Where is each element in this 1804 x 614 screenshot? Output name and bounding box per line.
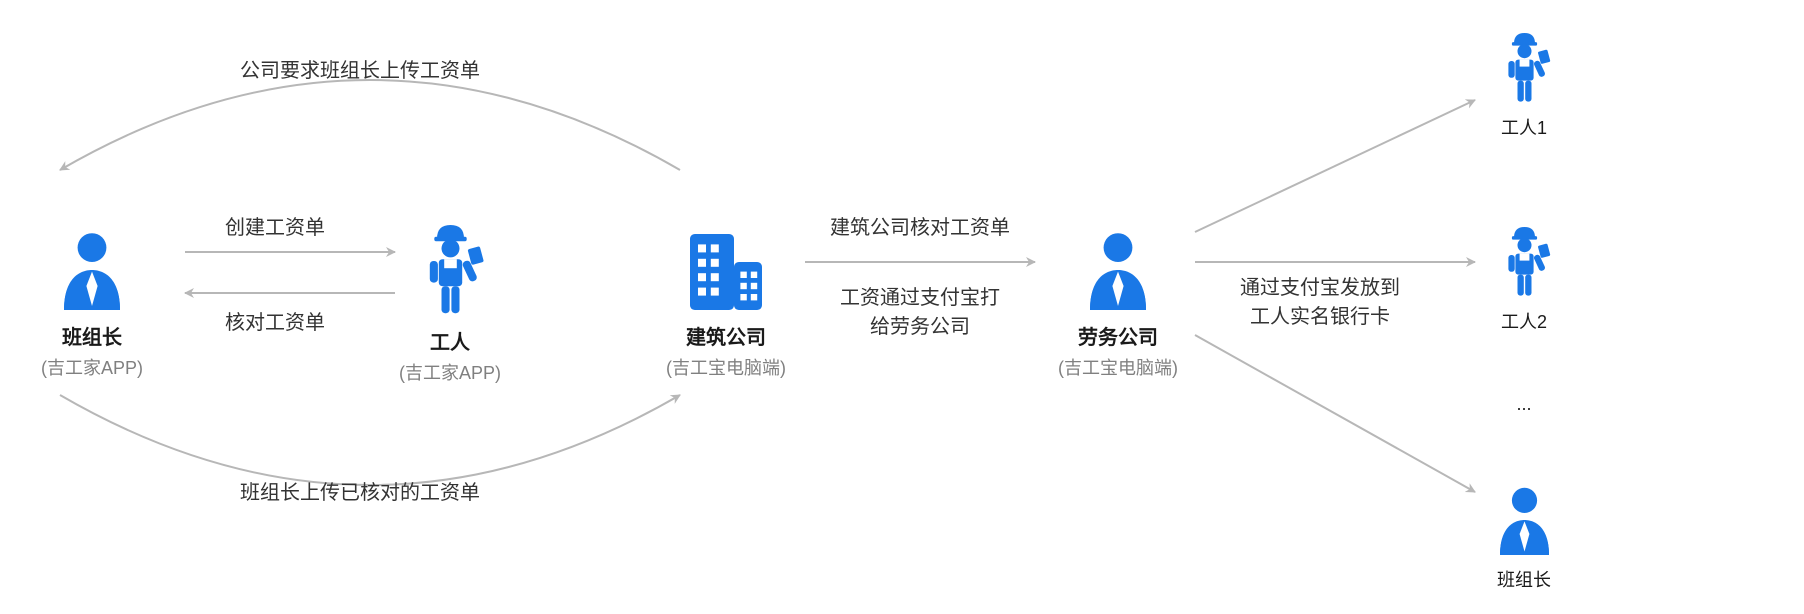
- node-dots: ...: [1424, 388, 1624, 415]
- edge-label-payout: 通过支付宝发放到 工人实名银行卡: [1170, 271, 1470, 329]
- edge-label-create: 创建工资单: [125, 211, 425, 240]
- manager-icon: [0, 230, 192, 315]
- node-sub: (吉工家APP): [0, 354, 192, 380]
- manager-icon: [1424, 485, 1624, 560]
- node-foreman2: 班组长: [1424, 485, 1624, 592]
- diagram-stage: 班组长(吉工家APP) 工人(吉工家APP) 建筑公司(吉工宝电脑端) 劳务公司…: [0, 0, 1804, 614]
- node-title: ...: [1424, 394, 1624, 415]
- node-foreman: 班组长(吉工家APP): [0, 230, 192, 380]
- arrow-curve_bottom: [60, 395, 680, 485]
- worker-icon: [1424, 33, 1624, 108]
- edge-label-to_labor_1: 建筑公司核对工资单: [770, 211, 1070, 240]
- node-sub: (吉工宝电脑端): [626, 354, 826, 380]
- edge-label-top_curve: 公司要求班组长上传工资单: [210, 54, 510, 83]
- node-sub: (吉工宝电脑端): [1018, 354, 1218, 380]
- edge-label-verify: 核对工资单: [125, 306, 425, 335]
- edge-label-to_labor_2: 工资通过支付宝打 给劳务公司: [770, 281, 1070, 339]
- edge-label-bot_curve: 班组长上传已核对的工资单: [210, 476, 510, 505]
- node-worker1: 工人1: [1424, 33, 1624, 140]
- node-sub: (吉工家APP): [350, 359, 550, 385]
- node-worker: 工人(吉工家APP): [350, 225, 550, 385]
- arrow-curve_top: [60, 80, 680, 170]
- node-title: 工人1: [1424, 114, 1624, 140]
- node-title: 班组长: [1424, 566, 1624, 592]
